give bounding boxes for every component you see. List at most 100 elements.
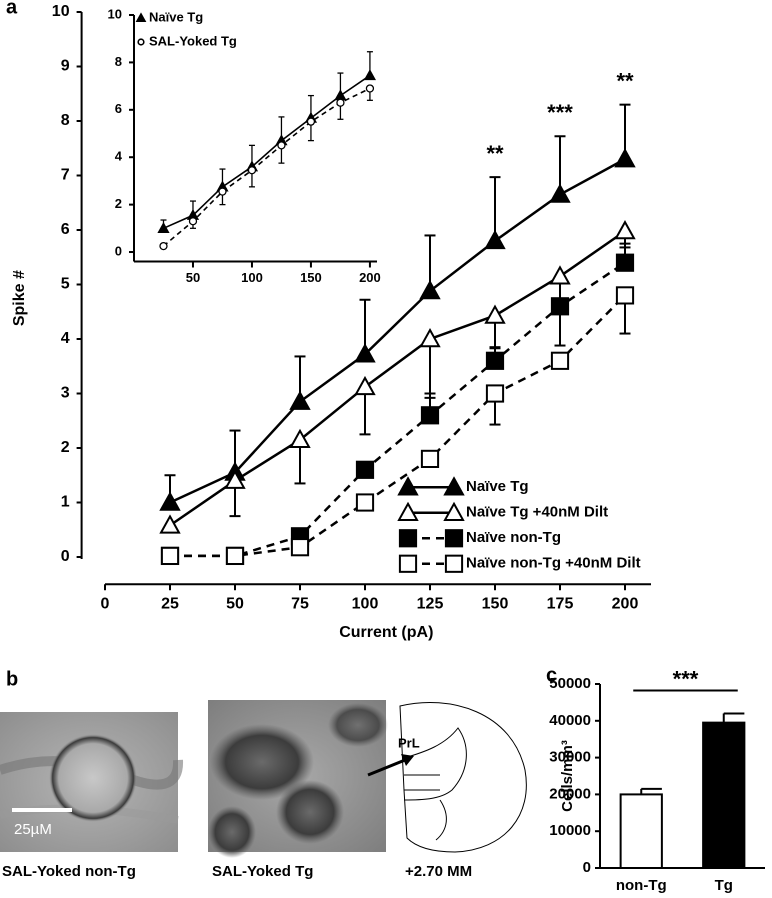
y-tick-label: 30000	[549, 749, 591, 766]
marker	[334, 89, 347, 101]
y-tick-label: 4	[115, 149, 123, 164]
marker	[614, 148, 636, 168]
significance-label: ***	[673, 666, 699, 691]
legend-label: Naïve Tg	[466, 478, 529, 495]
y-tick-label: 2	[115, 196, 122, 211]
y-tick-label: 8	[115, 54, 122, 69]
legend-entry: SAL-Yoked Tg	[137, 33, 237, 48]
y-tick-label: 0	[115, 243, 122, 258]
marker	[224, 469, 246, 489]
line-chart: 0 2 4 6 8 10 50 100 150 200 Naïve Tg SAL-Yoked Tg	[108, 6, 381, 285]
y-tick-label: 40000	[549, 712, 591, 729]
legend-label: Naïve non-Tg +40nM Dilt	[466, 555, 641, 572]
x-tick-label: 50	[186, 270, 200, 285]
marker	[614, 220, 636, 240]
bar-chart: 0 10000 20000 30000 40000 50000 Cells/mm³ c non-…	[546, 664, 765, 894]
panel-letter: c	[546, 664, 557, 686]
series-line	[162, 87, 371, 247]
marker	[397, 501, 419, 521]
marker	[420, 449, 440, 468]
marker	[277, 141, 286, 150]
panel-letter: b	[6, 668, 18, 690]
y-tick-label: 5	[61, 276, 70, 293]
y-tick-label: 1	[61, 494, 70, 511]
marker	[135, 12, 147, 22]
marker	[354, 375, 376, 396]
marker	[549, 265, 571, 285]
x-tick-label: Tg	[715, 877, 733, 894]
image-caption: SAL-Yoked Tg	[212, 863, 313, 880]
marker	[306, 117, 316, 126]
legend-label: SAL-Yoked Tg	[149, 33, 237, 48]
image-caption: SAL-Yoked non-Tg	[2, 863, 136, 880]
y-tick-label: 10	[52, 3, 70, 20]
series-line	[170, 261, 626, 558]
marker	[443, 476, 465, 496]
marker	[398, 529, 418, 548]
y-tick-label: 9	[61, 58, 70, 75]
marker	[355, 493, 375, 512]
legend-entry: Naïve Tg	[135, 9, 203, 24]
x-tick-label: 150	[300, 270, 322, 285]
significance-label: **	[616, 68, 634, 93]
marker	[225, 546, 245, 566]
marker	[218, 187, 227, 196]
marker	[485, 384, 505, 403]
y-tick-label: 0	[583, 859, 591, 876]
x-tick-label: 100	[241, 270, 263, 285]
marker	[159, 241, 168, 251]
marker	[550, 297, 570, 316]
marker	[484, 229, 506, 250]
x-tick-label: 200	[612, 595, 639, 612]
marker	[290, 538, 310, 557]
x-tick-label: 175	[547, 595, 574, 612]
marker	[398, 554, 418, 573]
y-tick-label: 10	[108, 6, 122, 21]
cell	[210, 724, 314, 800]
legend-label: Naïve non-Tg	[466, 529, 561, 546]
y-axis-label: Spike #	[11, 270, 28, 326]
marker	[550, 351, 570, 370]
y-tick-label: 8	[61, 112, 70, 129]
image-caption: +2.70 MM	[405, 863, 472, 880]
y-axis-label: Cells/mm³	[559, 740, 576, 812]
marker	[420, 406, 440, 425]
marker	[444, 554, 464, 573]
x-tick-label: non-Tg	[616, 877, 667, 894]
marker	[160, 546, 180, 566]
micrograph: 25µM	[0, 712, 184, 852]
x-tick-label: 125	[417, 595, 444, 612]
marker	[289, 390, 311, 410]
marker	[336, 98, 345, 107]
legend-entry: Naïve non-Tg	[398, 529, 561, 548]
cell	[49, 734, 137, 822]
brain-region	[435, 799, 447, 841]
marker	[188, 217, 198, 226]
marker	[247, 166, 257, 175]
legend-entry: Naïve Tg	[397, 476, 529, 496]
x-tick-label: 25	[161, 595, 179, 612]
bar	[619, 793, 663, 870]
panel-letter: a	[6, 0, 18, 18]
x-axis-label: Current (pA)	[339, 624, 433, 641]
cell	[208, 806, 256, 858]
marker	[397, 476, 419, 496]
y-tick-label: 6	[115, 101, 122, 116]
marker	[355, 460, 375, 479]
marker	[615, 286, 635, 305]
cell	[276, 780, 344, 844]
marker	[419, 279, 441, 300]
y-tick-label: 4	[61, 330, 70, 347]
arrow	[367, 756, 411, 777]
legend-entry: Naïve Tg +40nM Dilt	[397, 501, 608, 521]
marker	[443, 501, 465, 521]
bar	[702, 721, 746, 870]
marker	[615, 253, 635, 272]
y-tick-label: 0	[61, 548, 70, 565]
legend-entry: Naïve non-Tg +40nM Dilt	[398, 554, 641, 573]
marker	[363, 69, 377, 81]
marker	[159, 514, 181, 534]
marker	[484, 304, 506, 324]
arrow-head	[401, 754, 414, 766]
